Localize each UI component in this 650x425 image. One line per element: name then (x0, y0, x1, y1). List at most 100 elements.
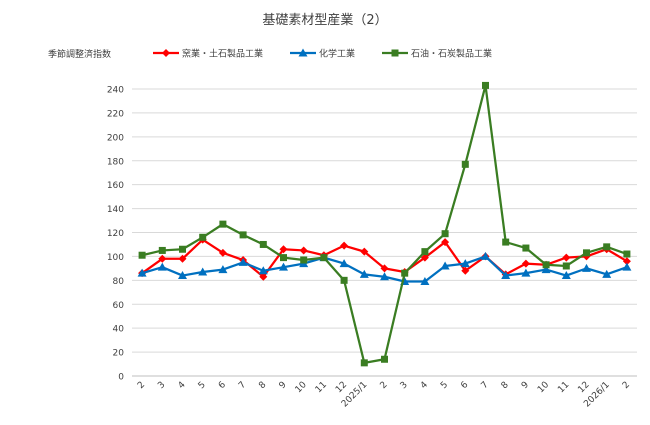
legend-label: 窯業・土石製品工業 (182, 48, 263, 60)
data-point (259, 272, 268, 281)
data-point (199, 233, 207, 241)
data-point (522, 244, 530, 252)
x-tick-label: 10 (294, 380, 309, 395)
data-point (502, 238, 510, 246)
y-axis-ticks: 0 20 40 60 80 100 120 140 160 180 200 220 240 (107, 86, 124, 383)
data-point (421, 248, 429, 256)
data-point (381, 355, 388, 363)
data-point (258, 266, 268, 275)
x-tick-label: 2 (136, 380, 147, 391)
data-point (219, 220, 227, 228)
data-point (603, 243, 611, 251)
x-tick-label: 7 (479, 380, 490, 391)
data-point (259, 240, 267, 248)
y-tick-label: 220 (107, 109, 124, 119)
x-tick-label: 8 (257, 380, 268, 391)
data-point (441, 238, 450, 247)
y-tick-label: 160 (107, 181, 124, 191)
legend-label: 化学工業 (319, 48, 355, 60)
x-tick-label: 9 (520, 380, 531, 391)
data-point (178, 271, 187, 280)
data-point (583, 249, 590, 257)
data-point (218, 248, 227, 257)
legend-item: 化学工業 (290, 48, 355, 60)
data-point (623, 250, 631, 258)
data-point (441, 230, 449, 238)
y-tick-label: 40 (113, 325, 125, 335)
y-tick-label: 0 (118, 373, 124, 383)
chart-title: 基礎素材型産業（2） (262, 12, 387, 28)
data-point (138, 251, 146, 259)
y-tick-label: 80 (113, 277, 125, 287)
data-point (300, 256, 308, 264)
data-point (420, 253, 429, 262)
x-tick-label: 3 (156, 380, 167, 391)
legend-item: 窯業・土石製品工業 (153, 48, 263, 60)
data-point (622, 257, 631, 266)
data-point (320, 254, 328, 262)
x-tick-label: 7 (237, 380, 248, 391)
data-point (340, 241, 349, 250)
x-tick-label: 9 (277, 380, 288, 391)
y-tick-label: 180 (107, 157, 124, 167)
data-point (602, 269, 612, 278)
x-tick-label: 11 (314, 380, 329, 395)
data-point (420, 277, 430, 286)
legend-marker (162, 49, 170, 57)
data-point (279, 262, 288, 271)
data-point (340, 276, 348, 284)
x-tick-label: 5 (439, 380, 450, 391)
data-point (238, 257, 248, 266)
data-point (198, 267, 208, 276)
gridlines (132, 88, 637, 377)
data-point (461, 266, 470, 275)
y-tick-label: 200 (107, 133, 124, 143)
x-tick-label: 10 (536, 380, 551, 395)
data-point (179, 245, 186, 253)
data-point (137, 268, 147, 277)
x-tick-label: 4 (419, 380, 430, 391)
x-tick-label: 2 (378, 380, 389, 391)
legend-marker (391, 49, 399, 57)
series-3 (138, 81, 631, 367)
data-point (521, 268, 531, 277)
data-point (157, 262, 167, 271)
data-point (299, 246, 308, 255)
data-point (461, 160, 469, 168)
data-point (158, 246, 166, 254)
data-point (481, 251, 490, 260)
x-tick-label: 4 (176, 380, 187, 391)
data-point (380, 272, 389, 281)
data-point (339, 259, 349, 268)
data-point (360, 359, 368, 367)
legend-marker (298, 48, 308, 57)
y-tick-label: 100 (107, 253, 124, 263)
x-tick-label: 3 (399, 380, 410, 391)
data-point (482, 81, 489, 89)
data-point (460, 259, 470, 268)
data-point (380, 264, 389, 273)
data-point (562, 253, 571, 262)
y-tick-label: 240 (107, 86, 124, 96)
data-point (401, 269, 409, 277)
data-point (541, 265, 551, 274)
x-tick-label: 8 (500, 380, 511, 391)
data-point (280, 254, 287, 262)
legend-item: 石油・石炭製品工業 (382, 48, 492, 60)
y-tick-label: 60 (113, 301, 125, 311)
data-point (521, 259, 530, 268)
data-point (279, 245, 288, 254)
x-tick-label: 11 (556, 380, 571, 395)
x-tick-label: 12 (576, 380, 591, 395)
data-point (239, 231, 247, 239)
series-line (141, 84, 628, 364)
data-point (440, 261, 450, 270)
x-tick-label: 12 (334, 380, 349, 395)
data-point (622, 262, 632, 271)
data-point (360, 247, 369, 256)
series-layer (137, 81, 632, 367)
y-axis-label: 季節調整済指数 (48, 48, 111, 60)
